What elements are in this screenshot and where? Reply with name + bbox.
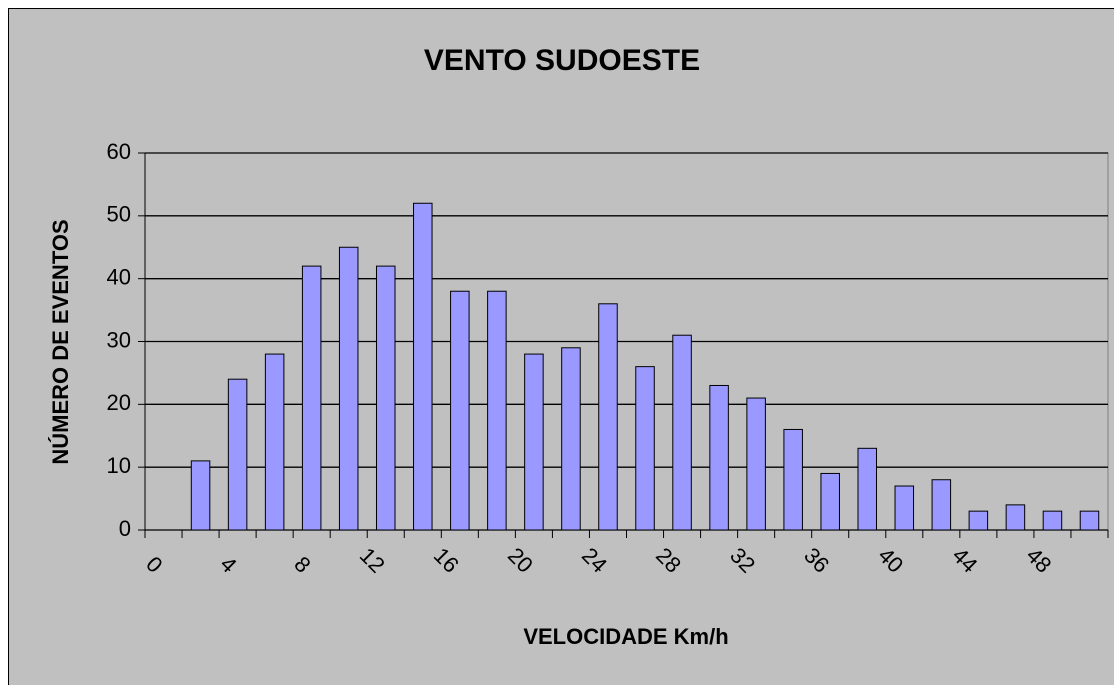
- bar: [820, 472, 840, 531]
- bar: [857, 447, 878, 531]
- chart-title: VENTO SUDOESTE: [424, 44, 700, 77]
- bar: [598, 303, 618, 531]
- bar: [709, 384, 729, 531]
- x-axis-label: VELOCIDADE Km/h: [523, 624, 728, 649]
- y-tick-label: 0: [119, 516, 131, 541]
- bar: [931, 479, 952, 531]
- bar: [746, 397, 766, 531]
- bar: [487, 290, 507, 531]
- y-tick-label: 10: [107, 453, 131, 478]
- bar: [375, 265, 396, 531]
- bar: [1079, 510, 1100, 531]
- y-tick-label: 60: [107, 139, 131, 164]
- y-tick-label: 40: [107, 264, 131, 289]
- bar: [783, 428, 803, 531]
- y-tick-label: 30: [107, 327, 131, 352]
- bar: [413, 202, 433, 531]
- bar: [301, 265, 322, 531]
- y-tick-label: 50: [107, 202, 131, 227]
- bar: [450, 290, 470, 531]
- bar: [338, 246, 359, 531]
- bar: [635, 366, 655, 531]
- bar: [264, 353, 285, 531]
- bar: [190, 460, 211, 531]
- bar: [894, 485, 915, 531]
- bar: [672, 334, 692, 531]
- y-tick-label: 20: [107, 390, 131, 415]
- bar: [561, 347, 581, 531]
- bar: [968, 510, 989, 531]
- bar: [524, 353, 544, 531]
- y-axis-label: NÚMERO DE EVENTOS: [48, 219, 73, 464]
- bar: [1005, 504, 1026, 531]
- bar: [1042, 510, 1063, 531]
- bar: [227, 378, 248, 531]
